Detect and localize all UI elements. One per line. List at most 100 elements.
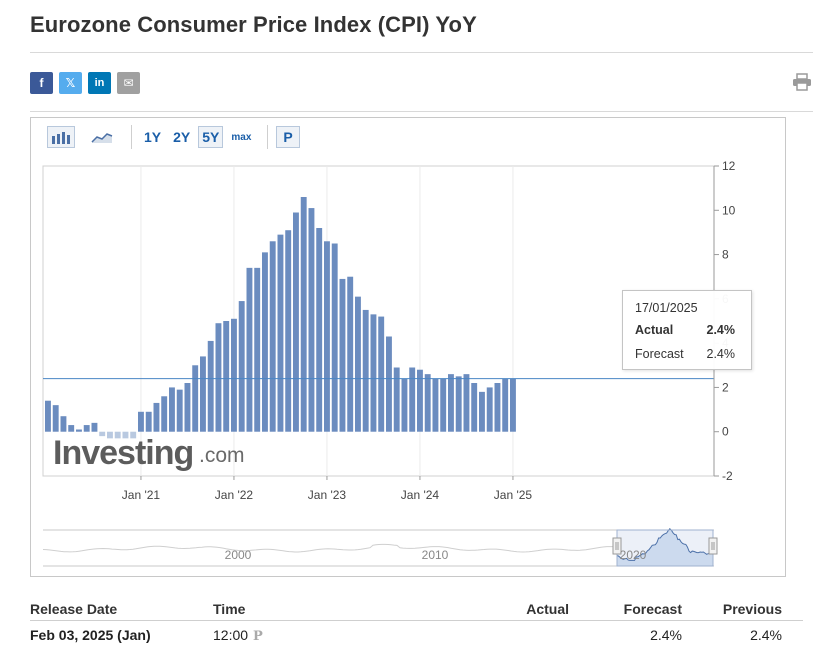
x-tick-label: Jan '25: [494, 488, 533, 502]
facebook-share-button[interactable]: f: [30, 72, 53, 94]
chart-bar: [316, 228, 323, 432]
x-tick-label: Jan '24: [401, 488, 440, 502]
chart-bar: [324, 241, 330, 432]
twitter-share-button[interactable]: 𝕏: [59, 72, 82, 94]
email-share-button[interactable]: ✉: [117, 72, 140, 94]
x-tick-label: Jan '22: [215, 488, 254, 502]
chart-bar: [207, 340, 214, 432]
chart-bar: [339, 278, 346, 432]
chart-bar: [52, 405, 59, 432]
tooltip-forecast-value: 2.4%: [706, 347, 736, 361]
row-time-cell: 12:00 P: [213, 627, 263, 644]
chart-bar: [91, 422, 98, 432]
pattern-p-button[interactable]: P: [276, 126, 300, 148]
chart-bar: [424, 374, 431, 432]
chart-bar: [409, 367, 416, 432]
chart-bar: [192, 365, 199, 432]
email-icon: ✉: [123, 76, 134, 90]
y-tick-label: 8: [722, 248, 729, 262]
chart-bar: [122, 431, 129, 439]
watermark-suffix: .com: [199, 444, 245, 467]
page-title: Eurozone Consumer Price Index (CPI) YoY: [30, 12, 477, 37]
chart-bar: [161, 396, 168, 432]
row-time: 12:00: [213, 627, 249, 643]
chart-bar: [347, 276, 354, 432]
chart-bar: [83, 425, 90, 432]
chart-bar: [331, 243, 338, 432]
chart-bar: [417, 369, 423, 432]
chart-bar: [153, 402, 160, 432]
twitter-icon: 𝕏: [65, 76, 76, 90]
chart-bar: [45, 400, 51, 432]
chart-bar: [169, 387, 175, 432]
chart-bar: [76, 429, 82, 432]
area-chart-icon: [91, 133, 113, 143]
chart-bar: [238, 301, 245, 432]
title-divider: [30, 52, 813, 53]
chart-bar: [184, 383, 191, 432]
chart-bar: [68, 425, 75, 432]
chart-bar: [269, 241, 276, 432]
navigator-selection-area: [617, 528, 713, 566]
toolbar-separator: [131, 125, 132, 149]
header-previous[interactable]: Previous: [722, 601, 782, 617]
range-1y-button[interactable]: 1Y: [144, 129, 162, 145]
tooltip-date: 17/01/2025: [635, 301, 698, 315]
chart-bar: [362, 309, 369, 432]
share-divider: [30, 111, 813, 112]
chart-bar: [455, 376, 462, 432]
print-icon[interactable]: [792, 73, 812, 91]
row-release-date: Feb 03, 2025 (Jan): [30, 627, 151, 643]
tooltip-actual-row: Actual 2.4%: [635, 323, 735, 337]
header-actual[interactable]: Actual: [526, 601, 569, 617]
chart-bar: [246, 267, 253, 432]
chart-bar: [223, 321, 230, 432]
chart-bar: [293, 212, 299, 432]
header-time[interactable]: Time: [213, 601, 246, 617]
range-2y-button[interactable]: 2Y: [173, 129, 191, 145]
chart-bar: [114, 431, 121, 439]
chart-bar: [145, 411, 152, 432]
chart-bar: [401, 378, 408, 432]
navigator-year-label: 2010: [422, 548, 449, 562]
chart-bar: [300, 197, 307, 432]
chart-bar: [308, 208, 315, 432]
range-max-button[interactable]: max: [231, 131, 252, 143]
navigator-history-line: [42, 543, 617, 553]
chart-bar: [432, 378, 439, 432]
chart-bar: [370, 314, 377, 432]
chart-tooltip: 17/01/2025 Actual 2.4% Forecast 2.4%: [622, 290, 752, 370]
chart-bar: [130, 431, 137, 439]
chart-bar: [200, 356, 206, 432]
preliminary-p-icon: P: [253, 629, 263, 644]
range-5y-button[interactable]: 5Y: [198, 126, 224, 148]
chart-toolbar: 1Y 2Y 5Y max P: [47, 124, 300, 150]
tooltip-forecast-row: Forecast 2.4%: [635, 347, 735, 361]
watermark-brand: Investing: [53, 434, 193, 472]
y-tick-label: 10: [722, 203, 736, 217]
chart-bar: [60, 416, 67, 432]
chart-bar: [378, 316, 385, 432]
y-tick-label: -2: [722, 469, 733, 483]
chart-bar: [502, 378, 509, 432]
bar-chart-button[interactable]: [47, 126, 75, 148]
chart-bar: [510, 378, 516, 432]
navigator-year-label: 2020: [620, 548, 647, 562]
y-tick-label: 12: [722, 159, 736, 173]
chart-bar: [254, 267, 261, 432]
header-release-date[interactable]: Release Date: [30, 601, 118, 617]
share-bar: f 𝕏 in ✉: [30, 72, 140, 94]
bar-chart-icon: [52, 132, 70, 144]
navigator-handle-right[interactable]: [708, 537, 718, 555]
navigator-handle-left[interactable]: [612, 537, 622, 555]
row-forecast: 2.4%: [650, 627, 682, 643]
y-tick-label: 0: [722, 425, 729, 439]
line-chart-button[interactable]: [87, 126, 117, 148]
tooltip-actual-label: Actual: [635, 323, 674, 337]
chart-bar: [107, 431, 113, 439]
linkedin-share-button[interactable]: in: [88, 72, 111, 94]
chart-bar: [231, 318, 237, 432]
header-forecast[interactable]: Forecast: [623, 601, 682, 617]
chart-bar: [215, 323, 222, 432]
